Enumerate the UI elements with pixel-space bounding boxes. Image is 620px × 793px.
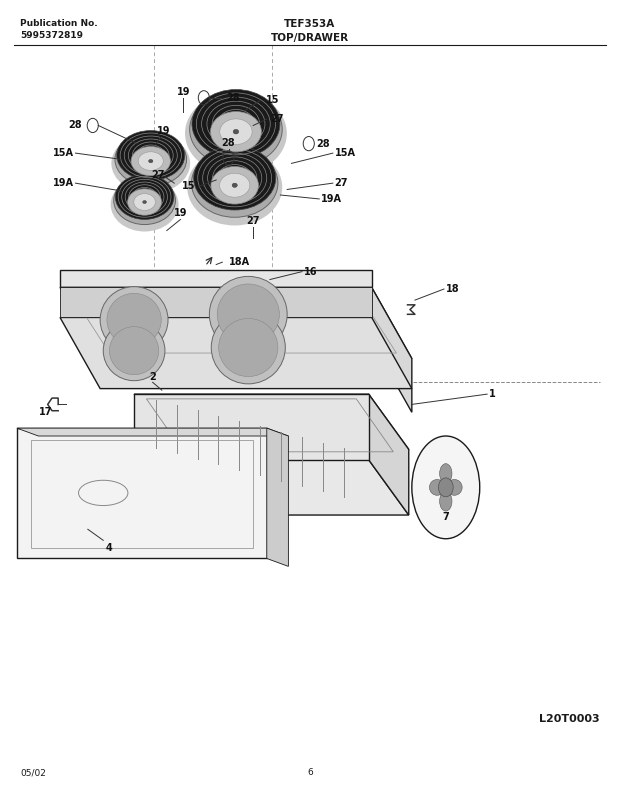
Text: TOP/DRAWER: TOP/DRAWER bbox=[271, 33, 349, 43]
Text: 27: 27 bbox=[335, 178, 348, 188]
Text: 15: 15 bbox=[182, 182, 196, 191]
Ellipse shape bbox=[190, 93, 282, 166]
Ellipse shape bbox=[219, 119, 252, 144]
Text: eReplacementParts.com: eReplacementParts.com bbox=[193, 344, 329, 354]
Ellipse shape bbox=[211, 311, 285, 384]
Ellipse shape bbox=[192, 90, 280, 159]
Ellipse shape bbox=[219, 174, 250, 197]
Ellipse shape bbox=[112, 133, 190, 193]
Text: 19: 19 bbox=[177, 87, 190, 98]
Ellipse shape bbox=[211, 167, 259, 204]
Ellipse shape bbox=[440, 492, 452, 511]
Ellipse shape bbox=[113, 177, 175, 224]
Ellipse shape bbox=[115, 174, 174, 220]
Ellipse shape bbox=[104, 320, 165, 381]
Text: 27: 27 bbox=[247, 216, 260, 226]
Ellipse shape bbox=[185, 92, 287, 174]
Polygon shape bbox=[60, 287, 412, 358]
Text: 4: 4 bbox=[106, 543, 113, 554]
Polygon shape bbox=[134, 460, 409, 515]
Ellipse shape bbox=[128, 189, 162, 215]
Polygon shape bbox=[60, 287, 372, 317]
Ellipse shape bbox=[143, 201, 146, 204]
Ellipse shape bbox=[193, 146, 276, 210]
Text: 2: 2 bbox=[149, 372, 156, 381]
Polygon shape bbox=[267, 428, 288, 566]
Text: 15A: 15A bbox=[335, 148, 356, 158]
Text: 19A: 19A bbox=[321, 194, 342, 204]
Text: 7: 7 bbox=[443, 511, 449, 522]
Text: 27: 27 bbox=[270, 114, 283, 125]
Text: 19A: 19A bbox=[53, 178, 74, 188]
Ellipse shape bbox=[430, 480, 445, 496]
Ellipse shape bbox=[149, 159, 153, 163]
Text: 28: 28 bbox=[222, 137, 236, 147]
Ellipse shape bbox=[412, 436, 480, 538]
Polygon shape bbox=[17, 428, 267, 558]
Ellipse shape bbox=[110, 178, 179, 232]
Text: 15A: 15A bbox=[53, 148, 74, 158]
Ellipse shape bbox=[131, 147, 170, 176]
Text: TEF353A: TEF353A bbox=[285, 19, 335, 29]
Text: L20T0003: L20T0003 bbox=[539, 714, 600, 725]
Text: 28: 28 bbox=[227, 93, 241, 103]
Text: Publication No.: Publication No. bbox=[20, 19, 97, 28]
Ellipse shape bbox=[232, 183, 237, 187]
Ellipse shape bbox=[117, 131, 185, 180]
Polygon shape bbox=[369, 394, 409, 515]
Text: 19: 19 bbox=[157, 126, 171, 136]
Ellipse shape bbox=[210, 277, 287, 352]
Ellipse shape bbox=[219, 319, 278, 377]
Ellipse shape bbox=[100, 286, 168, 353]
Text: 5995372819: 5995372819 bbox=[20, 31, 83, 40]
Text: 6: 6 bbox=[307, 768, 313, 777]
Text: 16: 16 bbox=[304, 266, 317, 277]
Ellipse shape bbox=[109, 327, 159, 374]
Text: 19: 19 bbox=[174, 209, 187, 218]
Ellipse shape bbox=[138, 151, 163, 170]
Polygon shape bbox=[372, 287, 412, 412]
Text: 1: 1 bbox=[489, 389, 496, 399]
Text: 18A: 18A bbox=[229, 257, 250, 267]
Text: 15: 15 bbox=[265, 95, 279, 105]
Polygon shape bbox=[60, 317, 412, 389]
Ellipse shape bbox=[115, 133, 187, 186]
Ellipse shape bbox=[440, 464, 452, 484]
Text: 27: 27 bbox=[151, 170, 164, 180]
Ellipse shape bbox=[187, 148, 282, 225]
Ellipse shape bbox=[217, 284, 280, 345]
Ellipse shape bbox=[134, 193, 156, 210]
Text: 18: 18 bbox=[446, 284, 459, 294]
Ellipse shape bbox=[233, 129, 239, 134]
Polygon shape bbox=[134, 394, 369, 460]
Circle shape bbox=[438, 478, 453, 497]
Ellipse shape bbox=[107, 293, 161, 347]
Polygon shape bbox=[60, 270, 372, 287]
Text: 28: 28 bbox=[68, 121, 82, 131]
Ellipse shape bbox=[210, 112, 262, 152]
Text: 05/02: 05/02 bbox=[20, 768, 46, 777]
Ellipse shape bbox=[192, 149, 278, 217]
Text: 28: 28 bbox=[316, 139, 330, 148]
Polygon shape bbox=[17, 428, 288, 436]
Polygon shape bbox=[134, 394, 409, 450]
Text: 17: 17 bbox=[38, 408, 52, 417]
Ellipse shape bbox=[447, 480, 462, 496]
